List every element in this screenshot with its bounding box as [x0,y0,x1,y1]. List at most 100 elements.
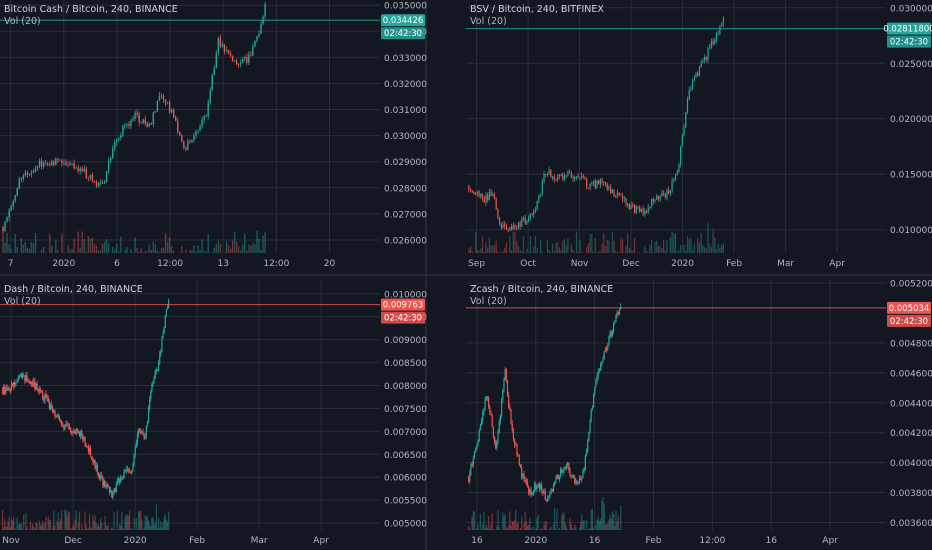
candle-body [165,309,168,317]
volume-bar [217,240,220,253]
volume-bar [510,250,513,253]
candle-body [475,193,477,195]
volume-bar [473,511,476,530]
candle-body [521,466,523,478]
volume-bar [166,522,169,530]
candle-body [179,132,181,136]
y-tick-label: 0.009000 [384,336,427,346]
candle-body [97,182,100,186]
volume-bar [707,222,709,253]
volume-bar [142,252,144,253]
volume-bar [611,232,613,253]
volume-bar [97,250,100,253]
x-tick-label: Nov [2,536,20,546]
volume-bar [152,517,154,530]
candle-body [250,54,252,56]
candle-body [63,162,65,164]
volume-bar [252,243,254,253]
volume-bar [534,235,537,253]
candle-body [159,353,161,363]
volume-bar [596,519,598,530]
candle-body [141,432,143,434]
candle-body [248,54,250,63]
candle-body [4,387,6,394]
candle-body [44,163,47,164]
volume-bar [96,526,98,530]
volume-bar [143,527,145,530]
candle-body [195,131,197,136]
candle-body [502,390,504,400]
candle-body [517,455,519,457]
candle-body [571,475,573,477]
volume-bar [74,519,76,530]
volume-bar [541,251,543,253]
candle-body [615,196,617,198]
candle-body [495,198,497,209]
candle-body [142,432,144,434]
volume-bar [546,240,549,253]
candle-body [144,436,146,439]
volume-bar [475,529,477,530]
volume-bar [103,528,105,530]
countdown-badge [887,314,931,327]
candle-body [155,369,157,372]
volume-bar [195,251,197,253]
candle-body [504,224,506,226]
candle-body [508,395,510,408]
candle-body [529,490,531,494]
volume-bar [661,247,663,253]
candle-body [256,36,258,41]
candle-body [654,199,656,202]
volume-bar [84,511,86,530]
candle-body [124,124,126,126]
volume-bar [674,233,677,253]
volume-bar [562,240,564,253]
volume-bar [562,512,564,530]
volume-bar [598,251,600,253]
volume-bar [118,251,120,253]
volume-bar [472,511,474,530]
volume-bar [250,245,252,253]
volume-bar [130,248,132,253]
candle-body [107,160,110,172]
candle-body [244,57,246,59]
volume-bar [131,527,133,530]
volume-bar [600,519,602,530]
volume-bar [592,251,595,253]
candle-body [151,383,153,392]
candle-body [688,90,690,99]
candle-body [521,219,523,227]
volume-bar [539,239,542,253]
y-tick-label: 0.004000 [890,459,932,469]
volume-bar [242,244,244,253]
volume-bar [106,526,108,530]
volume-bar [120,525,122,530]
volume-bar [605,524,608,530]
candle-body [92,459,94,463]
last-price-badge [887,22,931,35]
volume-bar [4,242,6,253]
volume-bar [532,526,535,530]
volume-bar [698,242,701,253]
volume-bar [134,237,136,253]
candle-body [570,172,572,178]
chart-pane-1: 0.0350000.0340000.0330000.0320000.031000… [0,0,427,269]
candle-body [152,380,154,384]
candle-body [61,160,63,163]
candle-body [509,226,511,230]
volume-bar [151,517,153,530]
candle-body [112,148,114,158]
candle-body [161,337,163,352]
candle-body [22,175,25,179]
volume-bar [609,514,611,530]
x-tick-label: 20 [324,259,336,269]
volume-bar [502,251,504,253]
volume-bar [22,529,24,530]
volume-bar [126,247,128,253]
candle-body [717,33,719,35]
volume-bar [603,503,605,530]
candle-body [528,217,530,222]
y-tick-label: 0.003600 [890,519,932,529]
volume-bar [64,509,66,530]
volume-bar [7,521,9,530]
